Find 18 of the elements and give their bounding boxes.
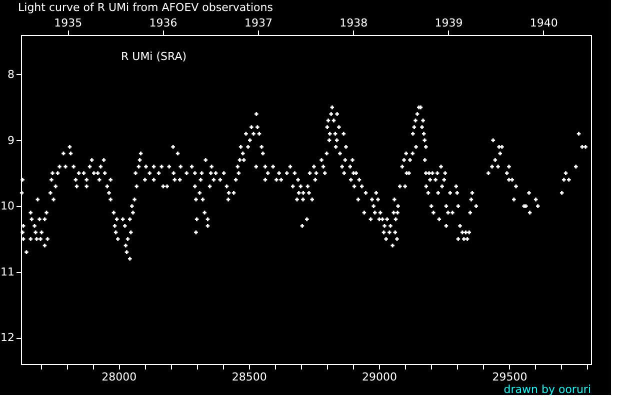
x2-tick-label: 1940 [530, 16, 558, 30]
annotation: R UMi (SRA) [121, 50, 187, 63]
y-tick-label: 12 [0, 331, 14, 344]
chart-title: Light curve of R UMi from AFOEV observations [18, 1, 274, 14]
y-tick-label: 8 [8, 68, 14, 81]
y-tick-label: 10 [0, 200, 14, 213]
y-tick-label: 11 [0, 265, 14, 278]
x2-tick-label: 1936 [149, 16, 178, 30]
x-tick-label: 29500 [492, 370, 528, 384]
x2-tick-label: 1935 [54, 16, 82, 30]
x2-tick-label: 1937 [244, 16, 272, 30]
y-tick-label: 9 [8, 134, 14, 147]
x2-tick-label: 1938 [340, 16, 368, 30]
x-tick-label: 28500 [232, 370, 267, 384]
x2-tick-label: 1939 [434, 16, 463, 30]
x-tick-label: 29000 [362, 370, 398, 384]
text: drawn by ooruri [504, 383, 591, 396]
x-tick-label: 28000 [102, 370, 137, 384]
